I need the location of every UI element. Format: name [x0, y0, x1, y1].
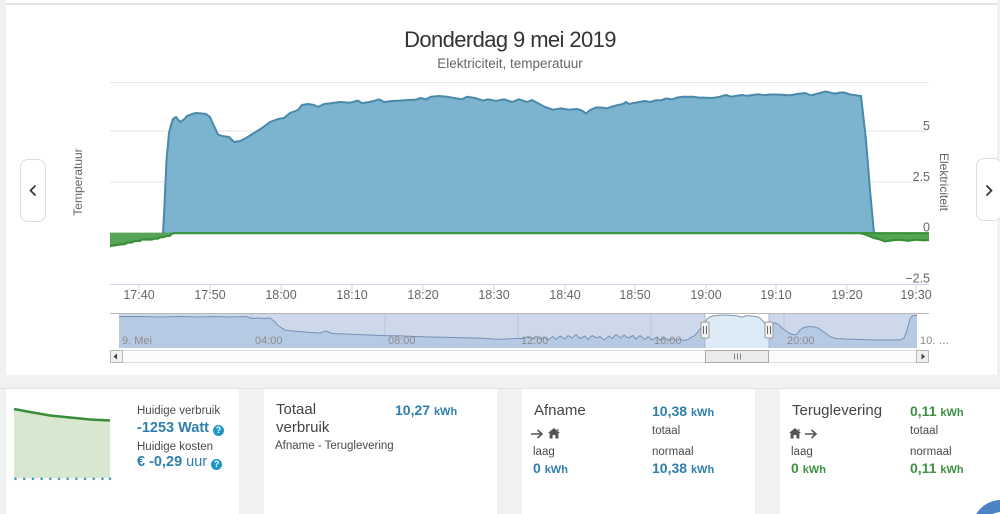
- svg-text:18:20: 18:20: [407, 288, 438, 302]
- svg-text:12:00: 12:00: [521, 335, 549, 347]
- svg-text:18:30: 18:30: [478, 288, 509, 302]
- svg-text:19:10: 19:10: [760, 288, 791, 302]
- svg-text:19:30: 19:30: [900, 288, 931, 302]
- svg-text:10. …: 10. …: [920, 335, 949, 347]
- svg-text:−2.5: −2.5: [905, 272, 930, 286]
- svg-text:18:00: 18:00: [265, 288, 296, 302]
- svg-text:5: 5: [923, 119, 930, 133]
- svg-text:17:50: 17:50: [194, 288, 225, 302]
- svg-text:18:50: 18:50: [619, 288, 650, 302]
- svg-text:08:00: 08:00: [388, 335, 416, 347]
- svg-text:Elektriciteit: Elektriciteit: [937, 153, 951, 212]
- svg-text:04:00: 04:00: [255, 335, 283, 347]
- svg-text:9. Mei: 9. Mei: [122, 335, 152, 347]
- svg-text:Temperatuur: Temperatuur: [71, 148, 85, 215]
- svg-text:2.5: 2.5: [913, 170, 930, 184]
- svg-text:18:10: 18:10: [336, 288, 367, 302]
- svg-text:17:40: 17:40: [123, 288, 154, 302]
- svg-text:16:00: 16:00: [654, 335, 682, 347]
- svg-text:18:40: 18:40: [549, 288, 580, 302]
- svg-text:19:00: 19:00: [690, 288, 721, 302]
- svg-text:0: 0: [923, 221, 930, 235]
- svg-text:19:20: 19:20: [831, 288, 862, 302]
- svg-text:20:00: 20:00: [787, 335, 815, 347]
